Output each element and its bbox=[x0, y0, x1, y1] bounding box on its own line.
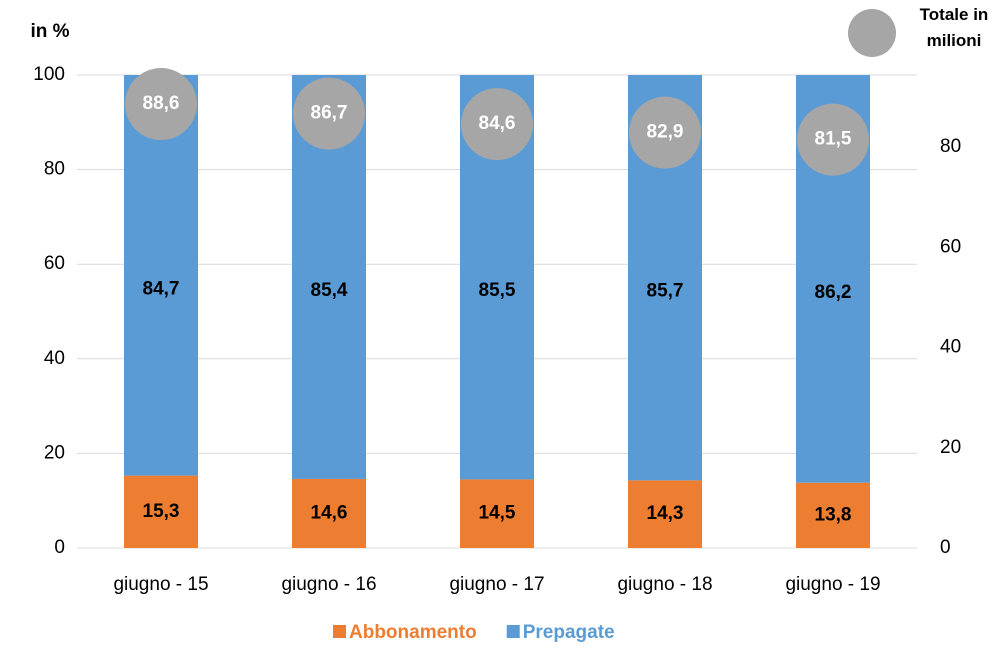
data-label: 13,8 bbox=[815, 504, 852, 525]
data-label: 14,3 bbox=[647, 503, 684, 524]
data-label: 84,7 bbox=[143, 278, 180, 299]
bar-segment bbox=[460, 479, 534, 548]
y-tick-label: 40 bbox=[44, 348, 65, 369]
total-marker bbox=[293, 77, 365, 150]
total-marker bbox=[125, 68, 197, 141]
data-label: 14,5 bbox=[479, 503, 516, 524]
total-label: 82,9 bbox=[647, 122, 684, 143]
total-label: 81,5 bbox=[815, 129, 852, 150]
total-marker bbox=[461, 88, 533, 161]
legend-label: Prepagate bbox=[523, 622, 615, 643]
bar-segment bbox=[292, 478, 366, 548]
data-label: 85,5 bbox=[479, 280, 516, 301]
x-tick-label: giugno - 15 bbox=[113, 574, 208, 595]
y2-tick-label: 20 bbox=[940, 437, 961, 458]
y-axis-label: in % bbox=[30, 21, 69, 42]
legend-swatch bbox=[333, 625, 346, 638]
y2-tick-label: 40 bbox=[940, 337, 961, 358]
total-marker bbox=[797, 103, 869, 176]
legend-y2-label: Totale in milioni bbox=[919, 5, 989, 50]
x-tick-label: giugno - 19 bbox=[785, 574, 880, 595]
bar-segment bbox=[628, 480, 702, 548]
bar-segment bbox=[124, 475, 198, 548]
data-label: 85,7 bbox=[647, 281, 684, 302]
data-label: 86,2 bbox=[815, 282, 852, 303]
bar-segment bbox=[796, 482, 870, 548]
y-tick-label: 100 bbox=[33, 64, 65, 85]
x-tick-label: giugno - 18 bbox=[617, 574, 712, 595]
total-label: 88,6 bbox=[143, 93, 180, 114]
y2-tick-label: 60 bbox=[940, 236, 961, 257]
legend-swatch bbox=[506, 625, 520, 638]
x-tick-label: giugno - 16 bbox=[281, 574, 376, 595]
data-label: 85,4 bbox=[311, 280, 348, 301]
y-tick-label: 0 bbox=[54, 537, 65, 558]
y2-tick-label: 0 bbox=[940, 537, 951, 558]
y-tick-label: 60 bbox=[44, 253, 65, 274]
y2-tick-label: 80 bbox=[940, 136, 961, 157]
y-tick-label: 80 bbox=[44, 159, 65, 180]
total-marker bbox=[629, 96, 701, 169]
legend-label: Abbonamento bbox=[349, 622, 477, 643]
x-tick-label: giugno - 17 bbox=[449, 574, 544, 595]
bar-segment bbox=[124, 75, 198, 476]
legend-marker bbox=[848, 9, 896, 57]
y-tick-label: 20 bbox=[44, 442, 65, 463]
data-label: 15,3 bbox=[143, 501, 180, 522]
total-label: 86,7 bbox=[311, 103, 348, 124]
total-label: 84,6 bbox=[479, 113, 516, 134]
data-label: 14,6 bbox=[311, 502, 348, 523]
